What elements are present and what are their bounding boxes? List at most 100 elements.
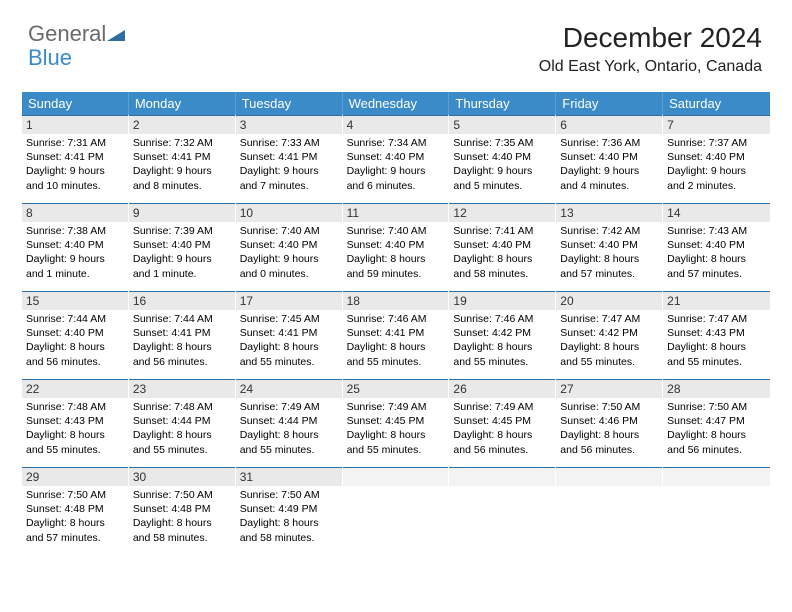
sunrise-line: Sunrise: 7:41 AM <box>453 224 551 238</box>
weekday-header: Sunday <box>22 92 129 115</box>
day-info: Sunrise: 7:50 AMSunset: 4:46 PMDaylight:… <box>556 398 662 463</box>
sunset-line: Sunset: 4:48 PM <box>26 502 124 516</box>
day-info: Sunrise: 7:49 AMSunset: 4:45 PMDaylight:… <box>343 398 449 463</box>
day-info: Sunrise: 7:50 AMSunset: 4:48 PMDaylight:… <box>129 486 235 551</box>
sunset-line: Sunset: 4:49 PM <box>240 502 338 516</box>
daylight-line: Daylight: 8 hours and 57 minutes. <box>560 252 658 280</box>
calendar-cell: 12Sunrise: 7:41 AMSunset: 4:40 PMDayligh… <box>449 203 556 291</box>
day-number: 19 <box>449 291 555 310</box>
day-number: 26 <box>449 379 555 398</box>
daylight-line: Daylight: 8 hours and 56 minutes. <box>560 428 658 456</box>
day-info: Sunrise: 7:48 AMSunset: 4:43 PMDaylight:… <box>22 398 128 463</box>
day-info: Sunrise: 7:47 AMSunset: 4:43 PMDaylight:… <box>663 310 770 375</box>
weekday-header: Saturday <box>663 92 770 115</box>
calendar-cell: 30Sunrise: 7:50 AMSunset: 4:48 PMDayligh… <box>129 467 236 555</box>
sunset-line: Sunset: 4:44 PM <box>133 414 231 428</box>
calendar-cell: 21Sunrise: 7:47 AMSunset: 4:43 PMDayligh… <box>663 291 770 379</box>
day-number: 24 <box>236 379 342 398</box>
day-number: 23 <box>129 379 235 398</box>
sunset-line: Sunset: 4:41 PM <box>133 326 231 340</box>
daylight-line: Daylight: 8 hours and 55 minutes. <box>240 428 338 456</box>
daylight-line: Daylight: 9 hours and 1 minute. <box>26 252 124 280</box>
sunset-line: Sunset: 4:40 PM <box>453 150 551 164</box>
sunrise-line: Sunrise: 7:49 AM <box>347 400 445 414</box>
daylight-line: Daylight: 9 hours and 1 minute. <box>133 252 231 280</box>
day-info: Sunrise: 7:50 AMSunset: 4:47 PMDaylight:… <box>663 398 770 463</box>
day-number: 11 <box>343 203 449 222</box>
calendar-cell: 27Sunrise: 7:50 AMSunset: 4:46 PMDayligh… <box>556 379 663 467</box>
calendar-cell: 25Sunrise: 7:49 AMSunset: 4:45 PMDayligh… <box>343 379 450 467</box>
calendar-cell <box>556 467 663 555</box>
day-info: Sunrise: 7:44 AMSunset: 4:41 PMDaylight:… <box>129 310 235 375</box>
sunrise-line: Sunrise: 7:49 AM <box>240 400 338 414</box>
day-info: Sunrise: 7:43 AMSunset: 4:40 PMDaylight:… <box>663 222 770 287</box>
sunrise-line: Sunrise: 7:31 AM <box>26 136 124 150</box>
calendar-cell: 15Sunrise: 7:44 AMSunset: 4:40 PMDayligh… <box>22 291 129 379</box>
sunset-line: Sunset: 4:48 PM <box>133 502 231 516</box>
sunset-line: Sunset: 4:41 PM <box>240 326 338 340</box>
day-number: 4 <box>343 115 449 134</box>
day-number: 29 <box>22 467 128 486</box>
day-number: 13 <box>556 203 662 222</box>
daylight-line: Daylight: 8 hours and 55 minutes. <box>347 428 445 456</box>
day-number: 21 <box>663 291 770 310</box>
day-number: 22 <box>22 379 128 398</box>
day-number: 6 <box>556 115 662 134</box>
calendar-cell: 26Sunrise: 7:49 AMSunset: 4:45 PMDayligh… <box>449 379 556 467</box>
logo: General Blue <box>28 22 125 70</box>
weekday-header: Monday <box>129 92 236 115</box>
sunrise-line: Sunrise: 7:38 AM <box>26 224 124 238</box>
day-number: 25 <box>343 379 449 398</box>
weekday-header: Friday <box>556 92 663 115</box>
calendar-grid: 1Sunrise: 7:31 AMSunset: 4:41 PMDaylight… <box>22 115 770 555</box>
sunrise-line: Sunrise: 7:47 AM <box>667 312 766 326</box>
sunrise-line: Sunrise: 7:43 AM <box>667 224 766 238</box>
sunrise-line: Sunrise: 7:40 AM <box>240 224 338 238</box>
sunset-line: Sunset: 4:40 PM <box>347 238 445 252</box>
calendar-cell: 3Sunrise: 7:33 AMSunset: 4:41 PMDaylight… <box>236 115 343 203</box>
daylight-line: Daylight: 8 hours and 56 minutes. <box>667 428 766 456</box>
day-number <box>449 467 555 486</box>
sunset-line: Sunset: 4:42 PM <box>560 326 658 340</box>
sunset-line: Sunset: 4:40 PM <box>133 238 231 252</box>
day-number: 16 <box>129 291 235 310</box>
sunrise-line: Sunrise: 7:46 AM <box>347 312 445 326</box>
day-info: Sunrise: 7:31 AMSunset: 4:41 PMDaylight:… <box>22 134 128 199</box>
daylight-line: Daylight: 9 hours and 10 minutes. <box>26 164 124 192</box>
sunrise-line: Sunrise: 7:48 AM <box>26 400 124 414</box>
daylight-line: Daylight: 9 hours and 8 minutes. <box>133 164 231 192</box>
sunrise-line: Sunrise: 7:36 AM <box>560 136 658 150</box>
day-number <box>663 467 770 486</box>
calendar-cell: 29Sunrise: 7:50 AMSunset: 4:48 PMDayligh… <box>22 467 129 555</box>
day-number: 20 <box>556 291 662 310</box>
day-number: 3 <box>236 115 342 134</box>
weekday-header: Wednesday <box>343 92 450 115</box>
day-info: Sunrise: 7:45 AMSunset: 4:41 PMDaylight:… <box>236 310 342 375</box>
day-number: 17 <box>236 291 342 310</box>
calendar-cell: 1Sunrise: 7:31 AMSunset: 4:41 PMDaylight… <box>22 115 129 203</box>
calendar-cell: 8Sunrise: 7:38 AMSunset: 4:40 PMDaylight… <box>22 203 129 291</box>
day-info: Sunrise: 7:42 AMSunset: 4:40 PMDaylight:… <box>556 222 662 287</box>
sunrise-line: Sunrise: 7:40 AM <box>347 224 445 238</box>
daylight-line: Daylight: 8 hours and 57 minutes. <box>667 252 766 280</box>
sunrise-line: Sunrise: 7:39 AM <box>133 224 231 238</box>
daylight-line: Daylight: 8 hours and 55 minutes. <box>240 340 338 368</box>
calendar-cell <box>343 467 450 555</box>
day-info: Sunrise: 7:40 AMSunset: 4:40 PMDaylight:… <box>343 222 449 287</box>
day-info: Sunrise: 7:49 AMSunset: 4:44 PMDaylight:… <box>236 398 342 463</box>
day-number <box>343 467 449 486</box>
sunrise-line: Sunrise: 7:49 AM <box>453 400 551 414</box>
weekday-header: Tuesday <box>236 92 343 115</box>
sunset-line: Sunset: 4:45 PM <box>453 414 551 428</box>
day-info: Sunrise: 7:46 AMSunset: 4:42 PMDaylight:… <box>449 310 555 375</box>
day-info: Sunrise: 7:46 AMSunset: 4:41 PMDaylight:… <box>343 310 449 375</box>
logo-triangle-icon <box>107 28 125 42</box>
calendar-cell <box>663 467 770 555</box>
calendar-cell: 6Sunrise: 7:36 AMSunset: 4:40 PMDaylight… <box>556 115 663 203</box>
daylight-line: Daylight: 8 hours and 58 minutes. <box>133 516 231 544</box>
calendar-cell: 16Sunrise: 7:44 AMSunset: 4:41 PMDayligh… <box>129 291 236 379</box>
sunset-line: Sunset: 4:40 PM <box>26 326 124 340</box>
daylight-line: Daylight: 9 hours and 0 minutes. <box>240 252 338 280</box>
calendar-cell: 17Sunrise: 7:45 AMSunset: 4:41 PMDayligh… <box>236 291 343 379</box>
calendar-cell: 13Sunrise: 7:42 AMSunset: 4:40 PMDayligh… <box>556 203 663 291</box>
